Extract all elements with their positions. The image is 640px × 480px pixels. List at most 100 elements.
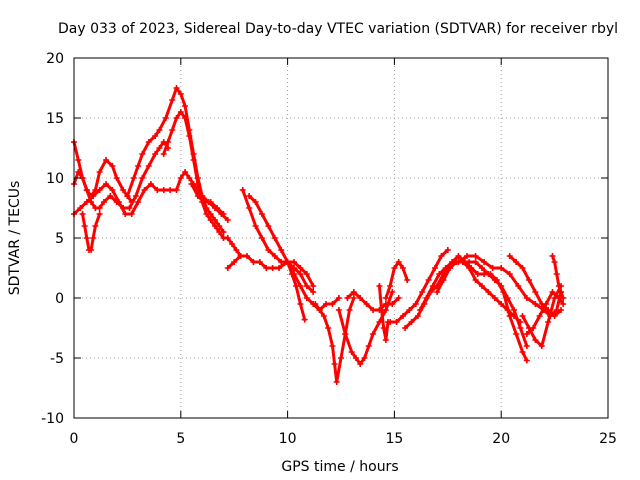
data-point — [455, 259, 462, 265]
data-point — [83, 187, 90, 193]
data-point — [370, 331, 377, 337]
series-line — [388, 248, 450, 324]
data-point — [481, 259, 488, 265]
data-point — [543, 301, 550, 307]
data-point — [523, 357, 530, 364]
data-point — [177, 109, 184, 115]
data-point — [481, 271, 488, 277]
data-point — [211, 223, 218, 229]
data-point — [329, 343, 336, 349]
data-point — [560, 295, 567, 301]
series-arc-6 — [160, 109, 244, 259]
x-tick-label: 5 — [176, 431, 185, 447]
data-point — [173, 187, 180, 193]
data-point — [346, 307, 353, 313]
data-point — [167, 187, 174, 193]
x-axis-label: GPS time / hours — [281, 459, 398, 475]
data-point — [558, 307, 565, 313]
y-tick-label: -10 — [41, 411, 64, 427]
y-tick-label: 0 — [55, 291, 64, 307]
data-point — [511, 313, 518, 319]
data-point — [382, 337, 389, 343]
data-point — [491, 295, 498, 301]
data-point — [297, 265, 304, 271]
data-point — [532, 301, 539, 307]
data-point — [103, 157, 110, 163]
series-line — [435, 260, 522, 324]
series-arc-9 — [239, 187, 317, 289]
data-point — [376, 319, 383, 325]
data-point — [434, 289, 441, 295]
data-point — [169, 127, 176, 133]
data-point — [466, 265, 473, 271]
data-point — [303, 271, 310, 277]
data-point — [478, 265, 485, 271]
data-point — [126, 205, 133, 211]
series-arc-24 — [523, 289, 567, 337]
data-point — [419, 289, 426, 295]
data-point — [152, 133, 159, 139]
data-point — [156, 145, 163, 151]
data-point — [489, 265, 496, 271]
series-arc-5 — [124, 85, 227, 235]
series-line — [190, 182, 225, 216]
data-point — [186, 175, 193, 181]
data-point — [173, 85, 180, 91]
data-point — [523, 343, 530, 349]
data-point — [139, 175, 146, 181]
data-point — [363, 301, 370, 307]
data-point — [203, 211, 210, 217]
data-point — [276, 265, 283, 271]
x-tick-label: 15 — [385, 431, 403, 447]
data-point — [310, 289, 317, 295]
data-point — [325, 325, 332, 331]
y-tick-label: 20 — [46, 51, 64, 67]
data-point — [361, 355, 368, 361]
data-series — [71, 85, 567, 385]
data-point — [519, 313, 526, 319]
data-point — [513, 259, 520, 265]
data-point — [113, 175, 120, 181]
data-point — [169, 97, 176, 103]
data-point — [147, 181, 154, 187]
data-point — [132, 193, 139, 199]
data-point — [406, 307, 413, 313]
data-point — [207, 199, 214, 205]
data-point — [291, 259, 298, 265]
data-point — [549, 289, 556, 295]
data-point — [88, 247, 95, 253]
data-point — [186, 133, 193, 139]
data-point — [558, 289, 565, 295]
data-point — [154, 187, 161, 193]
data-point — [303, 283, 310, 289]
data-point — [395, 259, 402, 265]
data-point — [498, 301, 505, 307]
data-point — [395, 295, 402, 301]
data-point — [487, 271, 494, 277]
data-point — [389, 289, 396, 295]
data-point — [224, 265, 231, 271]
data-point — [532, 337, 539, 343]
data-point — [523, 295, 530, 301]
data-point — [293, 283, 300, 289]
data-point — [239, 187, 246, 193]
data-point — [92, 223, 99, 229]
data-point — [188, 181, 195, 187]
x-tick-label: 10 — [279, 431, 297, 447]
data-point — [164, 139, 171, 145]
series-arc-11 — [284, 259, 308, 323]
data-point — [438, 253, 445, 259]
data-point — [124, 193, 131, 199]
data-point — [560, 301, 567, 307]
series-line — [162, 110, 243, 258]
data-point — [96, 211, 103, 217]
data-point — [96, 169, 103, 175]
data-point — [478, 283, 485, 289]
series-arc-17 — [387, 247, 451, 325]
data-point — [382, 295, 389, 301]
data-point — [216, 229, 223, 235]
data-point — [342, 331, 349, 337]
series-arc-20 — [434, 259, 524, 325]
data-point — [393, 319, 400, 325]
data-point — [301, 316, 308, 323]
